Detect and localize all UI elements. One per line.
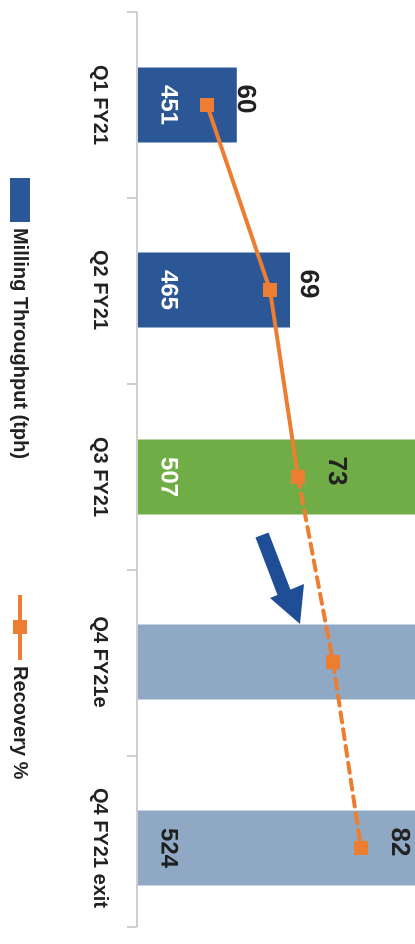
bar-value-label: 451 bbox=[156, 85, 183, 125]
category-tick-label: Q4 FY21e bbox=[89, 616, 111, 707]
arrow-head bbox=[270, 584, 304, 624]
recovery-line-segment-dashed bbox=[331, 660, 363, 850]
category-tick-label: Q2 FY21 bbox=[89, 250, 111, 330]
legend-line-marker bbox=[13, 620, 27, 634]
recovery-value-label: 82 bbox=[386, 828, 415, 857]
category-tick-label: Q3 FY21 bbox=[89, 437, 111, 517]
bar-value-label: 507 bbox=[156, 457, 183, 497]
legend-line-label: Recovery % bbox=[9, 666, 31, 780]
recovery-point-marker bbox=[326, 655, 340, 669]
recovery-value-label: 60 bbox=[232, 85, 262, 114]
recovery-line-segment bbox=[205, 103, 272, 292]
bar bbox=[138, 439, 415, 515]
category-tick-label: Q1 FY21 bbox=[89, 65, 111, 145]
recovery-point-marker bbox=[291, 470, 305, 484]
legend-bar-label: Milling Throughput (tph) bbox=[9, 228, 31, 459]
recovery-point-marker bbox=[354, 841, 368, 855]
recovery-value-label: 69 bbox=[295, 270, 325, 299]
recovery-line-segment-dashed bbox=[296, 475, 335, 664]
recovery-line-segment bbox=[268, 288, 300, 479]
arrow-shaft bbox=[255, 532, 292, 598]
category-tick-label: Q4 FY21 exit bbox=[89, 788, 111, 908]
legend-bar-swatch bbox=[10, 178, 30, 222]
recovery-point-marker bbox=[263, 283, 277, 297]
bar bbox=[138, 624, 415, 700]
bar-value-label: 524 bbox=[156, 828, 183, 869]
recovery-value-label: 73 bbox=[323, 457, 353, 486]
recovery-point-marker bbox=[200, 98, 214, 112]
bar bbox=[138, 67, 237, 143]
bar-value-label: 465 bbox=[156, 270, 183, 310]
bar bbox=[138, 810, 415, 886]
